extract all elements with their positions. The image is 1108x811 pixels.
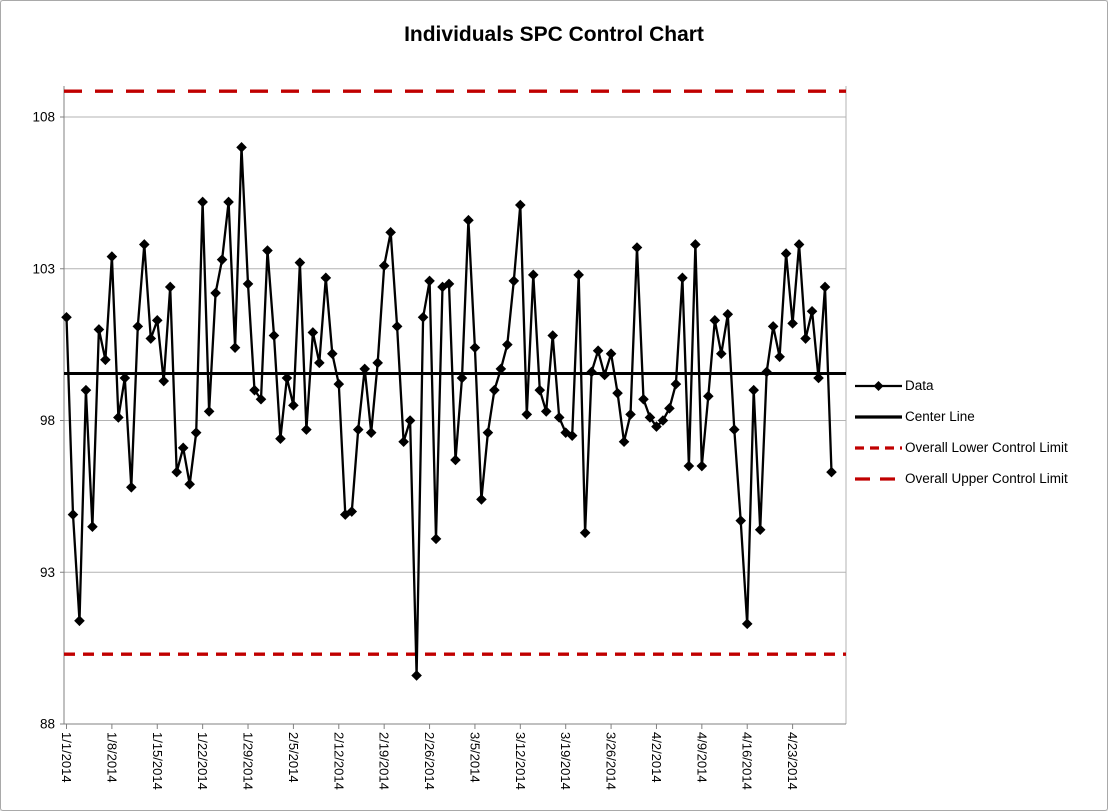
svg-text:3/19/2014: 3/19/2014	[558, 732, 573, 790]
svg-text:103: 103	[32, 261, 55, 276]
svg-text:1/15/2014: 1/15/2014	[150, 732, 165, 790]
data-series-swatch-icon	[855, 380, 902, 391]
svg-text:4/23/2014: 4/23/2014	[785, 732, 800, 790]
svg-text:2/5/2014: 2/5/2014	[286, 732, 301, 783]
legend-item-data: Data	[855, 370, 1068, 401]
svg-text:3/12/2014: 3/12/2014	[513, 732, 528, 790]
svg-text:4/2/2014: 4/2/2014	[649, 732, 664, 783]
legend: Data Center Line Overall Lower Control L…	[855, 370, 1068, 494]
svg-text:2/26/2014: 2/26/2014	[422, 732, 437, 790]
legend-item-upper-limit: Overall Upper Control Limit	[855, 463, 1068, 494]
legend-label-upper-limit: Overall Upper Control Limit	[905, 471, 1068, 486]
svg-text:1/29/2014: 1/29/2014	[241, 732, 256, 790]
svg-text:4/16/2014: 4/16/2014	[740, 732, 755, 790]
svg-text:108: 108	[32, 110, 55, 125]
svg-text:3/26/2014: 3/26/2014	[604, 732, 619, 790]
legend-label-data: Data	[905, 378, 934, 393]
svg-text:2/19/2014: 2/19/2014	[377, 732, 392, 790]
legend-label-lower-limit: Overall Lower Control Limit	[905, 440, 1068, 455]
legend-label-center-line: Center Line	[905, 409, 975, 424]
legend-item-lower-limit: Overall Lower Control Limit	[855, 432, 1068, 463]
svg-text:2/12/2014: 2/12/2014	[331, 732, 346, 790]
svg-text:1/8/2014: 1/8/2014	[104, 732, 119, 783]
upper-limit-swatch-icon	[855, 476, 902, 481]
chart-title: Individuals SPC Control Chart	[404, 23, 704, 46]
svg-text:3/5/2014: 3/5/2014	[467, 732, 482, 783]
svg-text:1/22/2014: 1/22/2014	[195, 732, 210, 790]
center-line-swatch-icon	[855, 414, 902, 419]
svg-text:4/9/2014: 4/9/2014	[694, 732, 709, 783]
svg-text:1/1/2014: 1/1/2014	[59, 732, 74, 783]
lower-limit-swatch-icon	[855, 445, 902, 450]
svg-text:98: 98	[40, 413, 55, 428]
legend-item-center-line: Center Line	[855, 401, 1068, 432]
svg-text:93: 93	[40, 565, 55, 580]
svg-text:88: 88	[40, 717, 55, 732]
